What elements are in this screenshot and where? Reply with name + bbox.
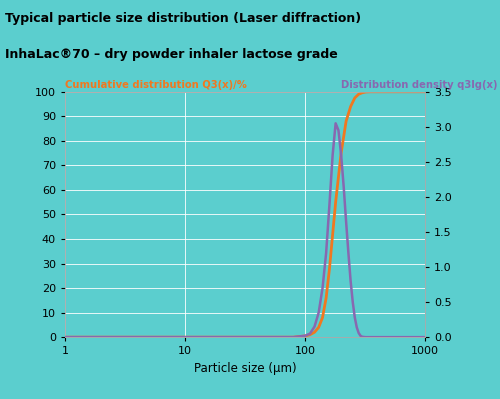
Text: InhaLac®70 – dry powder inhaler lactose grade: InhaLac®70 – dry powder inhaler lactose … [5,48,338,61]
X-axis label: Particle size (µm): Particle size (µm) [194,362,296,375]
Text: Cumulative distribution Q3(x)/%: Cumulative distribution Q3(x)/% [65,80,247,90]
Text: Distribution density q3lg(x): Distribution density q3lg(x) [341,80,498,90]
Text: Typical particle size distribution (Laser diffraction): Typical particle size distribution (Lase… [5,12,361,25]
